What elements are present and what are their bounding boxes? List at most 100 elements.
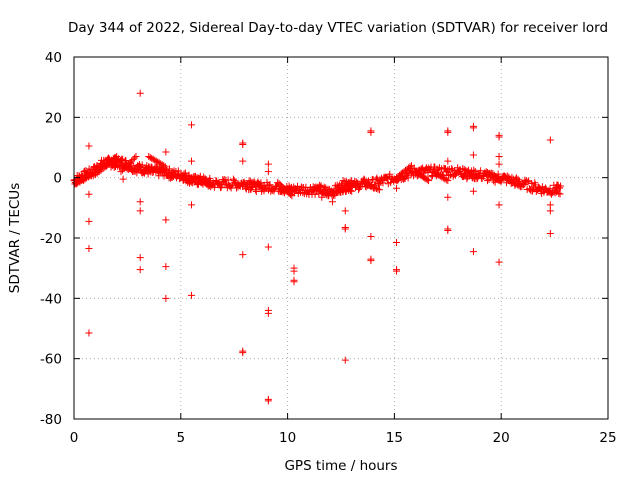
segment-point — [205, 182, 213, 190]
outlier-point — [328, 198, 336, 206]
segment-point — [374, 185, 382, 193]
band-point — [294, 182, 302, 190]
outlier-point — [136, 254, 144, 262]
segment-point — [85, 171, 93, 179]
outlier-point — [495, 153, 503, 161]
band-point — [400, 175, 408, 183]
y-tick-label: -40 — [40, 291, 62, 307]
segment-point — [356, 183, 364, 191]
segment-point — [438, 173, 446, 181]
band-point — [512, 174, 520, 182]
band-point — [557, 182, 565, 190]
segment-point — [315, 186, 323, 194]
segment-point — [248, 178, 256, 186]
outlier-point — [264, 397, 272, 405]
segment-point — [132, 153, 140, 161]
segment-point — [339, 177, 347, 185]
x-tick-label: 10 — [279, 430, 296, 446]
segment-point — [425, 177, 433, 185]
band-point — [524, 178, 532, 186]
x-tick-label: 0 — [70, 430, 79, 446]
segment-point — [288, 192, 296, 200]
outlier-point — [495, 160, 503, 168]
segment-point — [320, 189, 328, 197]
segment-point — [311, 184, 319, 192]
segment-point — [507, 177, 515, 185]
band-point — [168, 173, 176, 181]
segment-point — [516, 183, 524, 191]
segment-point — [512, 180, 520, 188]
segment-point — [372, 185, 380, 193]
segment-point — [250, 179, 258, 187]
segment-point — [362, 180, 370, 188]
segment-point — [343, 178, 351, 186]
segment-point — [287, 191, 295, 199]
segment-point — [148, 154, 156, 162]
segment-point — [474, 174, 482, 182]
band-point — [360, 175, 368, 183]
segment-point — [348, 180, 356, 188]
outlier-point — [393, 239, 401, 247]
segment-point — [124, 160, 132, 168]
segment-point — [323, 191, 331, 199]
segment-point — [260, 186, 268, 194]
outlier-point — [239, 140, 247, 148]
band-point — [535, 184, 543, 192]
outlier-point — [318, 193, 326, 201]
segment-point — [375, 186, 383, 194]
segment-point — [365, 182, 373, 190]
outlier-point — [85, 329, 93, 337]
outlier-point — [162, 294, 170, 302]
segment-point — [355, 182, 363, 190]
outlier-point — [444, 226, 452, 234]
outlier-point — [85, 217, 93, 225]
outlier-point — [264, 243, 272, 251]
outlier-point — [290, 278, 298, 286]
segment-point — [460, 166, 468, 174]
segment-point — [207, 183, 215, 191]
band-point — [546, 185, 554, 193]
segment-point — [154, 158, 162, 166]
outlier-point — [341, 356, 349, 364]
data-points — [70, 89, 565, 405]
segment-point — [253, 181, 261, 189]
outlier-point — [367, 257, 375, 265]
outlier-point — [85, 142, 93, 150]
band-point — [266, 181, 274, 189]
outlier-point — [469, 151, 477, 159]
x-axis-label: GPS time / hours — [284, 458, 397, 474]
segment-point — [469, 171, 477, 179]
band-point — [346, 187, 354, 195]
segment-point — [251, 180, 259, 188]
y-tick-label: 0 — [53, 171, 62, 187]
segment-point — [126, 159, 134, 167]
segment-point — [344, 178, 352, 186]
segment-point — [513, 181, 521, 189]
segment-point — [406, 163, 414, 171]
band-point — [214, 179, 222, 187]
segment-point — [113, 153, 121, 161]
x-tick-label: 15 — [386, 430, 403, 446]
segment-point — [441, 175, 449, 183]
outlier-point — [393, 267, 401, 275]
band-point — [229, 175, 237, 183]
outlier-point — [393, 184, 401, 192]
segment-point — [435, 171, 443, 179]
segment-point — [494, 176, 502, 184]
segment-point — [149, 155, 157, 163]
segment-point — [130, 154, 138, 162]
segment-point — [257, 184, 265, 192]
segment-point — [123, 162, 131, 170]
band-point — [206, 174, 214, 182]
segment-point — [371, 184, 379, 192]
x-tick-label: 20 — [493, 430, 510, 446]
segment-point — [510, 179, 518, 187]
band-point — [311, 190, 319, 198]
segment-point — [346, 179, 354, 187]
grid-lines — [74, 57, 608, 419]
segment-point — [121, 163, 129, 171]
segment-point — [118, 166, 126, 174]
segment-point — [429, 168, 437, 176]
segment-point — [117, 168, 125, 176]
outlier-point — [495, 133, 503, 141]
